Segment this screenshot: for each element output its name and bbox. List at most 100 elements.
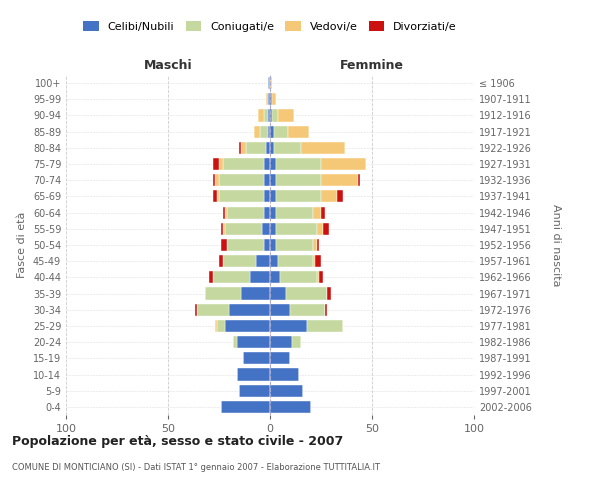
Bar [268, 126, 270, 138]
Bar [197, 304, 229, 316]
Bar [225, 206, 227, 218]
Bar [270, 368, 299, 380]
Bar [313, 255, 315, 268]
Bar [276, 222, 317, 235]
Bar [321, 158, 366, 170]
Bar [223, 222, 225, 235]
Bar [264, 110, 268, 122]
Bar [223, 255, 256, 268]
Bar [276, 190, 321, 202]
Bar [270, 190, 276, 202]
Bar [270, 239, 276, 251]
Bar [307, 320, 343, 332]
Bar [327, 288, 331, 300]
Bar [274, 142, 301, 154]
Bar [323, 222, 329, 235]
Bar [268, 110, 270, 122]
Bar [270, 93, 272, 106]
Bar [270, 272, 280, 283]
Bar [270, 158, 276, 170]
Bar [233, 336, 238, 348]
Bar [266, 93, 268, 106]
Bar [221, 222, 223, 235]
Bar [221, 239, 227, 251]
Bar [219, 190, 264, 202]
Bar [264, 206, 270, 218]
Bar [264, 174, 270, 186]
Bar [321, 174, 358, 186]
Bar [270, 352, 290, 364]
Text: Femmine: Femmine [340, 59, 404, 72]
Bar [239, 384, 270, 397]
Bar [241, 288, 270, 300]
Bar [270, 174, 276, 186]
Bar [290, 304, 325, 316]
Bar [225, 222, 262, 235]
Bar [276, 239, 313, 251]
Bar [270, 206, 276, 218]
Bar [213, 174, 215, 186]
Bar [358, 174, 360, 186]
Bar [227, 206, 264, 218]
Bar [270, 126, 274, 138]
Bar [270, 255, 278, 268]
Bar [254, 126, 260, 138]
Bar [278, 110, 295, 122]
Bar [315, 255, 321, 268]
Bar [301, 142, 346, 154]
Bar [219, 174, 264, 186]
Bar [217, 190, 219, 202]
Bar [215, 320, 217, 332]
Bar [313, 239, 317, 251]
Bar [217, 320, 225, 332]
Bar [317, 239, 319, 251]
Bar [268, 77, 270, 89]
Bar [229, 304, 270, 316]
Bar [219, 158, 223, 170]
Bar [223, 158, 264, 170]
Bar [213, 190, 217, 202]
Bar [258, 110, 264, 122]
Bar [292, 336, 301, 348]
Bar [264, 239, 270, 251]
Bar [219, 255, 223, 268]
Bar [270, 336, 292, 348]
Bar [250, 272, 270, 283]
Bar [266, 142, 270, 154]
Bar [268, 93, 270, 106]
Bar [286, 288, 327, 300]
Bar [317, 222, 323, 235]
Bar [270, 320, 307, 332]
Bar [270, 222, 276, 235]
Bar [276, 174, 321, 186]
Bar [272, 93, 276, 106]
Bar [213, 158, 219, 170]
Bar [245, 142, 266, 154]
Bar [238, 368, 270, 380]
Bar [244, 352, 270, 364]
Bar [260, 126, 268, 138]
Bar [276, 206, 313, 218]
Bar [270, 288, 286, 300]
Bar [215, 174, 219, 186]
Bar [241, 142, 245, 154]
Y-axis label: Anni di nascita: Anni di nascita [551, 204, 561, 286]
Bar [205, 288, 241, 300]
Bar [280, 272, 317, 283]
Text: Popolazione per età, sesso e stato civile - 2007: Popolazione per età, sesso e stato civil… [12, 435, 343, 448]
Bar [270, 401, 311, 413]
Bar [270, 110, 272, 122]
Bar [264, 158, 270, 170]
Bar [256, 255, 270, 268]
Bar [213, 272, 250, 283]
Y-axis label: Fasce di età: Fasce di età [17, 212, 27, 278]
Legend: Celibi/Nubili, Coniugati/e, Vedovi/e, Divorziati/e: Celibi/Nubili, Coniugati/e, Vedovi/e, Di… [83, 22, 457, 32]
Bar [325, 304, 327, 316]
Bar [313, 206, 321, 218]
Bar [227, 239, 264, 251]
Text: Maschi: Maschi [143, 59, 193, 72]
Bar [270, 384, 302, 397]
Bar [276, 158, 321, 170]
Text: COMUNE DI MONTICIANO (SI) - Dati ISTAT 1° gennaio 2007 - Elaborazione TUTTITALIA: COMUNE DI MONTICIANO (SI) - Dati ISTAT 1… [12, 462, 380, 471]
Bar [264, 190, 270, 202]
